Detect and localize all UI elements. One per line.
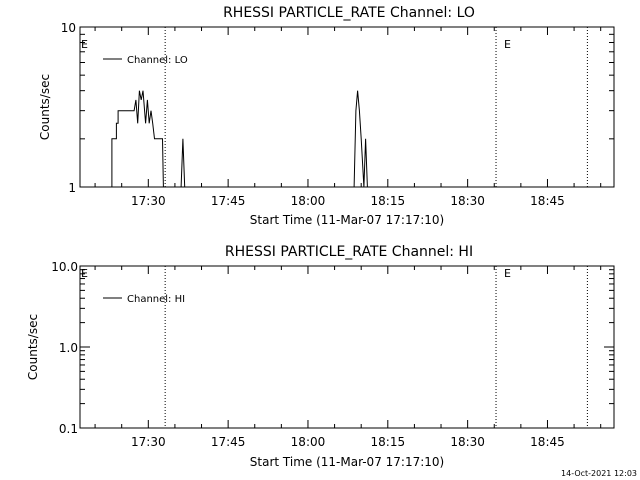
- series-line: [110, 90, 368, 188]
- x-tick-label: 18:30: [450, 435, 485, 449]
- x-tick-label: 17:45: [211, 435, 246, 449]
- x-axis-label: Start Time (11-Mar-07 17:17:10): [250, 455, 444, 469]
- y-tick-label: 1.0: [59, 341, 78, 355]
- x-tick-label: 18:30: [450, 194, 485, 208]
- y-tick-label: 0.1: [59, 422, 78, 436]
- legend-label: Channel: HI: [127, 294, 185, 305]
- x-tick-label: 18:00: [291, 194, 326, 208]
- y-tick-label: 1: [68, 181, 76, 195]
- y-axis-label: Counts/sec: [38, 74, 52, 140]
- legend: Channel: LO: [103, 55, 188, 66]
- y-tick-label: 10.0: [51, 260, 78, 274]
- chart-title: RHESSI PARTICLE_RATE Channel: LO: [223, 5, 475, 21]
- plot-frame: [79, 26, 615, 188]
- x-tick-label: 17:45: [211, 194, 246, 208]
- x-axis-label: Start Time (11-Mar-07 17:17:10): [250, 213, 444, 227]
- legend-label: Channel: LO: [127, 55, 188, 66]
- x-tick-label: 18:00: [291, 435, 326, 449]
- event-mark-right: E: [504, 267, 511, 280]
- timestamp: 14-Oct-2021 12:03: [561, 469, 637, 478]
- event-mark-right: E: [504, 38, 511, 51]
- x-tick-label: 18:15: [371, 435, 406, 449]
- x-tick-label: 17:30: [131, 194, 166, 208]
- x-tick-label: 17:30: [131, 435, 166, 449]
- x-tick-label: 18:15: [371, 194, 406, 208]
- y-tick-label: 10: [61, 21, 76, 35]
- x-tick-label: 18:45: [530, 194, 565, 208]
- chart-panel-hi: RHESSI PARTICLE_RATE Channel: HI Counts/…: [26, 244, 615, 469]
- x-tick-label: 18:45: [530, 435, 565, 449]
- plot-frame: [79, 265, 615, 429]
- chart-panel-lo: RHESSI PARTICLE_RATE Channel: LO Counts/…: [38, 5, 615, 227]
- y-axis-label: Counts/sec: [26, 314, 40, 380]
- legend: Channel: HI: [103, 294, 185, 305]
- chart-title: RHESSI PARTICLE_RATE Channel: HI: [225, 244, 473, 260]
- event-mark-left: E: [81, 38, 88, 51]
